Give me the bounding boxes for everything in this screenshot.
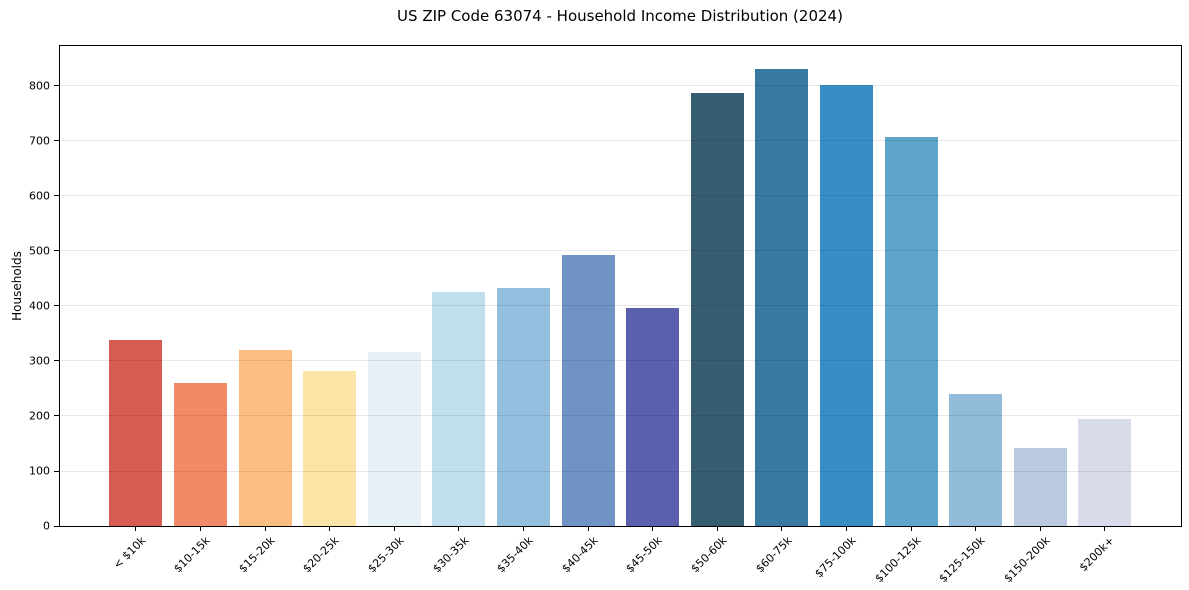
- bar: [432, 292, 486, 526]
- x-tick-label: $35-40k: [494, 534, 536, 576]
- x-tick-label: $20-25k: [300, 534, 342, 576]
- x-tick-label: $25-30k: [365, 534, 407, 576]
- x-tick-mark: [200, 527, 201, 531]
- x-tick-label: $45-50k: [623, 534, 665, 576]
- x-tick-mark: [458, 527, 460, 531]
- gridline: [60, 250, 1181, 252]
- bar: [949, 394, 1003, 526]
- plot-area: [59, 45, 1182, 527]
- bar: [561, 255, 615, 526]
- bar: [238, 350, 292, 526]
- bar: [626, 308, 680, 526]
- bar: [884, 137, 938, 526]
- x-tick-mark: [264, 527, 266, 531]
- y-tick-mark: [54, 195, 59, 197]
- y-tick-label: 400: [29, 299, 50, 313]
- gridline: [60, 415, 1181, 417]
- y-axis-label: Households: [10, 251, 24, 321]
- x-tick-mark: [135, 527, 137, 531]
- bar: [497, 287, 550, 526]
- x-tick-mark: [329, 527, 331, 531]
- y-tick-label: 100: [29, 464, 50, 478]
- x-tick-label: $200k+: [1077, 534, 1118, 575]
- x-tick-label: $150-200k: [1001, 534, 1053, 586]
- bar: [367, 352, 421, 526]
- y-tick-label: 200: [29, 409, 50, 423]
- x-tick-mark: [652, 527, 654, 531]
- bar: [820, 85, 873, 526]
- x-tick-mark: [523, 527, 524, 531]
- x-tick-mark: [781, 527, 783, 531]
- y-tick-mark: [54, 415, 59, 417]
- gridline: [60, 195, 1181, 197]
- y-tick-label: 0: [43, 519, 50, 533]
- gridline: [60, 470, 1181, 472]
- bar: [690, 92, 744, 526]
- x-tick-label: $40-45k: [559, 534, 601, 576]
- y-tick-mark: [54, 250, 59, 252]
- x-tick-mark: [716, 527, 718, 531]
- gridline: [60, 360, 1181, 362]
- x-tick-label: $60-75k: [752, 534, 795, 576]
- x-tick-label: $75-100k: [812, 534, 859, 581]
- x-tick-label: < $10k: [110, 534, 149, 572]
- bar: [303, 371, 357, 526]
- y-tick-label: 700: [29, 134, 50, 148]
- y-tick-mark: [54, 305, 59, 307]
- bar: [109, 339, 163, 526]
- y-tick-mark: [54, 470, 59, 472]
- chart-title: US ZIP Code 63074 - Household Income Dis…: [397, 7, 843, 25]
- y-tick-label: 600: [29, 189, 50, 203]
- y-tick-label: 800: [29, 79, 50, 93]
- bar: [174, 383, 227, 526]
- gridline: [60, 305, 1181, 307]
- gridline: [60, 140, 1181, 142]
- x-tick-label: $125-150k: [936, 534, 988, 586]
- gridline: [60, 85, 1181, 87]
- y-tick-mark: [54, 360, 59, 362]
- x-tick-mark: [846, 527, 847, 531]
- x-tick-mark: [910, 527, 912, 531]
- bar: [755, 69, 809, 526]
- y-tick-mark: [54, 140, 59, 142]
- x-tick-label: $10-15k: [171, 534, 213, 576]
- y-tick-mark: [54, 85, 59, 87]
- bar: [1013, 448, 1067, 526]
- x-tick-label: $30-35k: [429, 534, 472, 576]
- x-tick-mark: [1039, 527, 1041, 531]
- x-tick-mark: [393, 527, 395, 531]
- y-tick-label: 300: [29, 354, 50, 368]
- x-tick-mark: [587, 527, 589, 531]
- x-tick-mark: [1104, 527, 1106, 531]
- x-tick-label: $15-20k: [236, 534, 278, 576]
- y-tick-label: 500: [29, 244, 50, 258]
- bar: [1078, 419, 1132, 526]
- x-tick-label: $100-125k: [872, 534, 924, 586]
- y-tick-mark: [54, 525, 59, 527]
- x-tick-label: $50-60k: [688, 534, 730, 576]
- x-tick-mark: [975, 527, 977, 531]
